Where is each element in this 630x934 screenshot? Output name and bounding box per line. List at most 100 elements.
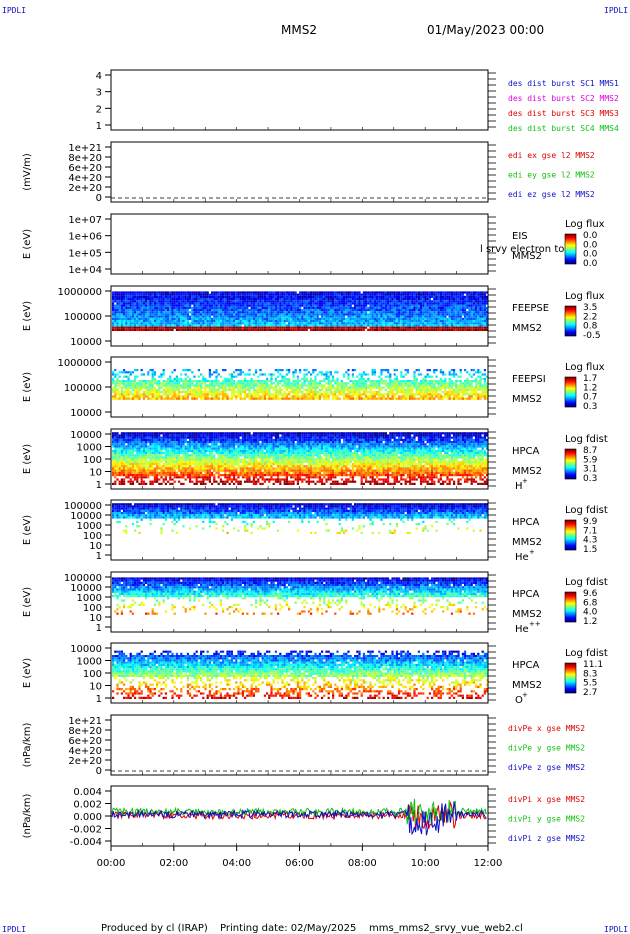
heatmap-cell — [299, 315, 302, 318]
heatmap-cell — [147, 324, 150, 327]
heatmap-cell — [318, 322, 321, 325]
heatmap-cell — [195, 391, 198, 394]
heatmap-cell — [131, 380, 134, 383]
heatmap-cell — [466, 324, 469, 327]
heatmap-cell — [340, 293, 343, 296]
heatmap-cell — [428, 393, 431, 396]
heatmap-cell — [329, 300, 332, 303]
heatmap-cell — [446, 306, 449, 309]
heatmap-cell — [486, 322, 489, 325]
heatmap-cell — [160, 324, 163, 327]
heatmap-cell — [472, 391, 475, 394]
heatmap-cell — [208, 373, 211, 376]
heatmap-cell — [450, 382, 453, 385]
heatmap-cell — [261, 300, 264, 303]
heatmap-cell — [244, 386, 247, 389]
heatmap-cell — [263, 293, 266, 296]
heatmap-cell — [151, 326, 154, 329]
heatmap-cell — [413, 377, 416, 380]
heatmap-cell — [239, 326, 242, 329]
heatmap-cell — [334, 395, 337, 398]
heatmap-cell — [380, 324, 383, 327]
heatmap-cell — [400, 317, 403, 320]
heatmap-cell — [479, 302, 482, 305]
heatmap-cell — [393, 293, 396, 296]
heatmap-cell — [323, 306, 326, 309]
heatmap-cell — [354, 391, 357, 394]
colorbar-tick-label: -0.5 — [583, 331, 601, 341]
heatmap-cell — [329, 380, 332, 383]
heatmap-cell — [439, 328, 442, 331]
heatmap-cell — [444, 373, 447, 376]
heatmap-cell — [112, 293, 115, 296]
heatmap-cell — [481, 300, 484, 303]
heatmap-cell — [459, 302, 462, 305]
colorbar-step — [565, 258, 576, 260]
heatmap-cell — [299, 369, 302, 372]
heatmap-cell — [134, 397, 137, 400]
heatmap-cell — [156, 324, 159, 327]
heatmap-cell — [279, 320, 282, 323]
heatmap-cell — [378, 315, 381, 318]
heatmap-cell — [477, 302, 480, 305]
heatmap-cell — [455, 388, 458, 391]
heatmap-cell — [134, 309, 137, 312]
heatmap-cell — [318, 313, 321, 316]
heatmap-cell — [398, 395, 401, 398]
heatmap-cell — [175, 309, 178, 312]
heatmap-cell — [329, 371, 332, 374]
heatmap-cell — [307, 397, 310, 400]
heatmap-cell — [290, 391, 293, 394]
heatmap-cell — [299, 309, 302, 312]
heatmap-cell — [411, 328, 414, 331]
heatmap-cell — [178, 328, 181, 331]
heatmap-cell — [252, 386, 255, 389]
heatmap-cell — [180, 328, 183, 331]
heatmap-cell — [274, 293, 277, 296]
heatmap-cell — [360, 317, 363, 320]
heatmap-cell — [431, 322, 434, 325]
heatmap-cell — [140, 324, 143, 327]
heatmap-cell — [153, 311, 156, 314]
heatmap-cell — [241, 317, 244, 320]
heatmap-cell — [428, 395, 431, 398]
panel-frame — [110, 141, 489, 203]
heatmap-cell — [213, 300, 216, 303]
heatmap-cell — [468, 373, 471, 376]
heatmap-cell — [169, 386, 172, 389]
heatmap-cell — [406, 371, 409, 374]
heatmap-cell — [312, 304, 315, 307]
heatmap-cell — [321, 371, 324, 374]
heatmap-cell — [191, 326, 194, 329]
heatmap-cell — [404, 300, 407, 303]
heatmap-cell — [233, 291, 236, 294]
heatmap-cell — [226, 306, 229, 309]
colorbar-step — [565, 249, 576, 251]
heatmap-cell — [323, 380, 326, 383]
heatmap-cell — [138, 306, 141, 309]
heatmap-cell — [114, 313, 117, 316]
heatmap-cell — [233, 302, 236, 305]
heatmap-cell — [149, 328, 152, 331]
heatmap-cell — [206, 309, 209, 312]
heatmap-cell — [120, 315, 123, 318]
heatmap-cell — [477, 298, 480, 301]
heatmap-cell — [290, 397, 293, 400]
heatmap-cell — [222, 322, 225, 325]
heatmap-cell — [204, 388, 207, 391]
heatmap-cell — [277, 384, 280, 387]
heatmap-cell — [120, 317, 123, 320]
heatmap-cell — [112, 306, 115, 309]
heatmap-cell — [483, 291, 486, 294]
heatmap-cell — [380, 371, 383, 374]
heatmap-cell — [112, 302, 115, 305]
heatmap-cell — [261, 382, 264, 385]
heatmap-cell — [189, 386, 192, 389]
heatmap-cell — [371, 311, 374, 314]
heatmap-cell — [147, 317, 150, 320]
heatmap-cell — [301, 313, 304, 316]
heatmap-cell — [189, 322, 192, 325]
heatmap-cell — [164, 386, 167, 389]
heatmap-cell — [167, 324, 170, 327]
heatmap-cell — [226, 313, 229, 316]
